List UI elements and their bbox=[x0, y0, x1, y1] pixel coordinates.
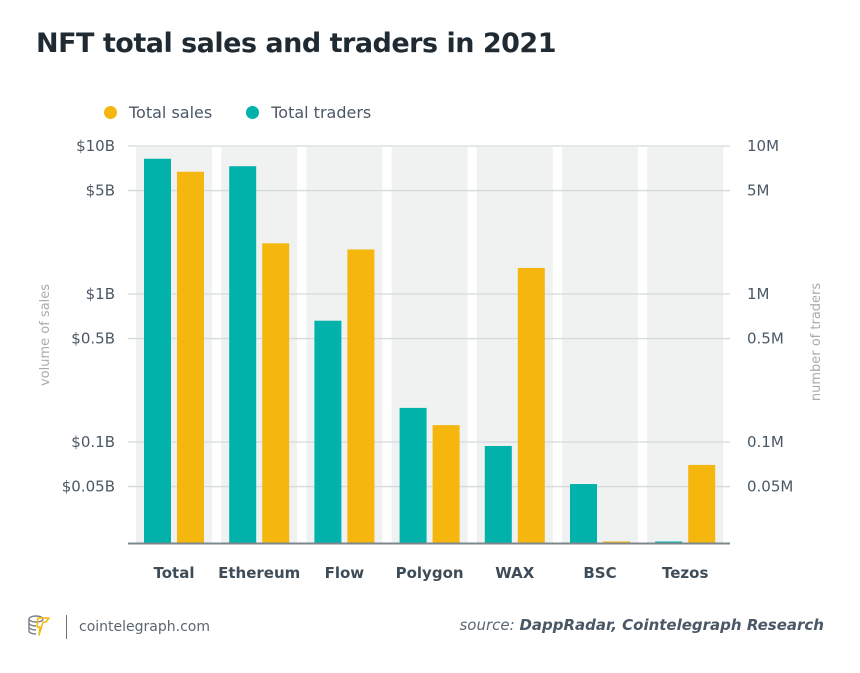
legend-dot-sales-icon bbox=[104, 106, 117, 119]
footer-site-link[interactable]: cointelegraph.com bbox=[79, 619, 210, 635]
legend: Total sales Total traders bbox=[104, 103, 405, 122]
legend-dot-traders-icon bbox=[246, 106, 260, 119]
bar-sales-flow bbox=[347, 249, 375, 543]
bar-sales-wax bbox=[517, 267, 545, 543]
right-tick-label: 5M bbox=[747, 182, 770, 200]
column-bg-bsc bbox=[562, 147, 638, 543]
source-text: DappRadar, Cointelegraph Research bbox=[519, 616, 824, 634]
right-tick-label: 0.5M bbox=[747, 330, 784, 348]
source-prefix: source: bbox=[459, 616, 515, 634]
legend-item-sales: Total sales bbox=[104, 103, 212, 122]
cointelegraph-logo-icon bbox=[26, 612, 52, 642]
bar-traders-flow bbox=[314, 320, 342, 543]
bar-sales-total bbox=[177, 171, 204, 543]
x-tick-label-wax: WAX bbox=[495, 564, 534, 582]
x-tick-label-ethereum: Ethereum bbox=[218, 564, 300, 582]
x-tick-label-total: Total bbox=[154, 564, 195, 582]
left-tick-label: $5B bbox=[86, 182, 115, 200]
x-tick-label-bsc: BSC bbox=[583, 564, 616, 582]
y-axis-label-left: volume of sales bbox=[38, 284, 53, 386]
left-tick-label: $10B bbox=[76, 137, 115, 155]
chart-title: NFT total sales and traders in 2021 bbox=[36, 28, 556, 59]
legend-label-sales: Total sales bbox=[129, 103, 213, 122]
bar-traders-polygon bbox=[399, 407, 427, 543]
legend-label-traders: Total traders bbox=[271, 103, 372, 122]
footer-divider bbox=[66, 615, 67, 639]
bar-traders-tezos bbox=[655, 541, 683, 543]
bar-sales-polygon bbox=[432, 425, 460, 543]
footer-brand: cointelegraph.com bbox=[26, 612, 210, 642]
right-tick-label: 0.05M bbox=[747, 478, 793, 496]
left-tick-label: $0.5B bbox=[71, 330, 115, 348]
bar-traders-ethereum bbox=[229, 166, 257, 543]
left-tick-label: $0.05B bbox=[62, 478, 115, 496]
right-tick-label: 1M bbox=[747, 285, 770, 303]
x-tick-label-flow: Flow bbox=[325, 564, 365, 582]
y-axis-label-right: number of traders bbox=[809, 283, 824, 402]
right-tick-label: 0.1M bbox=[747, 433, 784, 451]
bar-traders-bsc bbox=[570, 484, 597, 543]
bar-traders-total bbox=[144, 158, 171, 543]
left-tick-label: $1B bbox=[86, 285, 115, 303]
footer-source: source: DappRadar, Cointelegraph Researc… bbox=[459, 616, 824, 634]
bar-traders-wax bbox=[484, 445, 512, 543]
bar-sales-ethereum bbox=[262, 243, 290, 543]
left-tick-label: $0.1B bbox=[71, 433, 115, 451]
bar-sales-tezos bbox=[688, 464, 716, 543]
x-tick-label-tezos: Tezos bbox=[662, 564, 708, 582]
legend-item-traders: Total traders bbox=[246, 103, 371, 122]
x-tick-label-polygon: Polygon bbox=[396, 564, 464, 582]
right-tick-label: 10M bbox=[747, 137, 779, 155]
bar-sales-bsc bbox=[603, 541, 630, 543]
